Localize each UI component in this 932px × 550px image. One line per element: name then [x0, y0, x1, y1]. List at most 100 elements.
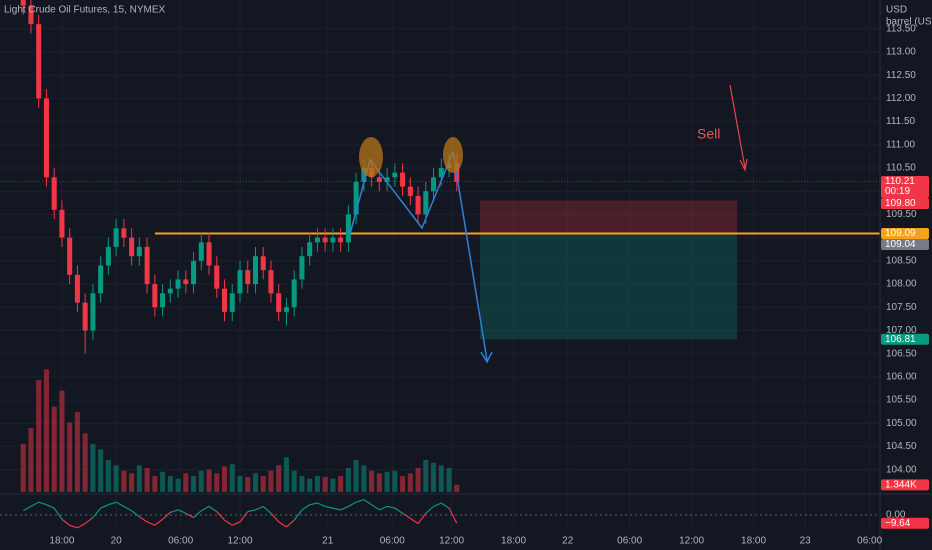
candle-body — [206, 242, 212, 266]
volume-bar — [183, 473, 189, 492]
x-tick-label: 06:00 — [168, 536, 193, 547]
volume-tag-label: 1.344K — [885, 479, 917, 490]
candle-body — [28, 5, 34, 25]
y-tick-label: 108.50 — [886, 255, 917, 266]
price-tag-label: 109.80 — [885, 198, 916, 209]
volume-bar — [345, 468, 351, 492]
oscillator-line — [77, 523, 86, 529]
volume-tag — [881, 479, 929, 491]
volume-bar — [36, 380, 42, 492]
volume-bar — [59, 390, 65, 492]
candle-body — [260, 256, 266, 271]
stop-zone — [480, 200, 737, 234]
volume-bar — [446, 468, 452, 492]
x-tick-label: 22 — [562, 536, 574, 547]
candle-body — [353, 181, 359, 215]
volume-bar — [121, 470, 127, 492]
candle-body — [423, 191, 429, 215]
oscillator-line — [38, 501, 47, 506]
oscillator-line — [409, 517, 419, 525]
peak-marker — [443, 137, 463, 173]
oscillator-line — [69, 524, 78, 529]
candle-body — [98, 265, 104, 294]
candle-body — [400, 172, 406, 187]
oscillator-line — [239, 511, 249, 523]
oscillator-line — [348, 501, 357, 507]
volume-bar — [237, 476, 243, 492]
volume-bar — [322, 477, 328, 492]
candle-body — [36, 24, 42, 99]
candle-body — [214, 265, 220, 289]
y-tick-label: 112.00 — [886, 93, 916, 104]
y-tick-label: 111.50 — [886, 116, 916, 127]
price-tag — [881, 175, 929, 198]
target-zone — [480, 233, 737, 340]
candle-body — [314, 237, 320, 243]
candle-body — [43, 98, 49, 178]
candle-body — [415, 195, 421, 215]
volume-pane — [20, 369, 460, 492]
volume-bar — [90, 444, 96, 492]
oscillator-line — [139, 516, 148, 523]
candle-body — [291, 279, 297, 308]
pattern-arrowhead — [480, 351, 493, 364]
price-tag-label: 106.81 — [885, 334, 916, 345]
oscillator-line — [22, 505, 32, 512]
volume-bar — [43, 369, 49, 492]
candle-body — [67, 237, 73, 275]
candle-body — [338, 237, 344, 243]
oscillator-line — [131, 510, 140, 518]
volume-bar — [67, 422, 73, 492]
sell-arrowhead — [739, 158, 748, 172]
y-tick-label: 107.50 — [886, 302, 917, 313]
volume-bar — [361, 465, 367, 492]
chart-title: Light Crude Oil Futures, 15, NYMEX — [4, 5, 166, 16]
y-tick-label: 112.50 — [886, 70, 916, 81]
oscillator-line — [417, 512, 427, 524]
oscillator-line — [301, 504, 311, 511]
oscillator-line — [379, 505, 388, 511]
oscillator-line — [53, 507, 63, 520]
oscillator-line — [394, 507, 403, 514]
volume-bar — [353, 460, 359, 492]
osc-tag — [881, 517, 929, 529]
volume-bar — [20, 444, 26, 492]
volume-bar — [51, 406, 57, 492]
candle-body — [407, 186, 413, 196]
oscillator-line — [270, 512, 280, 523]
candle-body — [229, 293, 235, 312]
oscillator-line — [247, 509, 256, 513]
y-tick-label: 113.00 — [886, 47, 916, 58]
volume-bar — [369, 470, 375, 492]
oscillator-line — [162, 511, 171, 520]
y-tick-label: 107.00 — [886, 325, 917, 336]
volume-bar — [376, 473, 382, 492]
oscillator-line — [46, 504, 55, 509]
y-tick-label: 105.50 — [886, 395, 917, 406]
candle-body — [245, 270, 251, 285]
candle-body — [384, 177, 390, 182]
candle-body — [59, 209, 65, 238]
oscillator-line — [115, 501, 125, 507]
oscillator-line — [208, 505, 218, 513]
y-tick-label: 104.50 — [886, 441, 917, 452]
volume-bar — [252, 473, 258, 492]
price-tag — [881, 197, 929, 209]
oscillator-line — [371, 504, 380, 511]
oscillator-line — [232, 521, 241, 526]
oscillator-line — [278, 521, 287, 528]
volume-bar — [191, 476, 197, 492]
y-tick-label: 106.00 — [886, 372, 917, 383]
oscillator-line — [170, 509, 179, 513]
candle-body — [392, 172, 398, 178]
oscillator-line — [309, 502, 318, 506]
candle-body — [175, 279, 181, 289]
x-tick-label: 06:00 — [380, 536, 405, 547]
oscillator-line — [433, 502, 442, 507]
candle-body — [105, 246, 111, 266]
volume-bar — [407, 473, 413, 492]
y-tick-label: 110.50 — [886, 163, 916, 174]
oscillator-line — [30, 501, 40, 507]
candle-body — [330, 237, 336, 243]
